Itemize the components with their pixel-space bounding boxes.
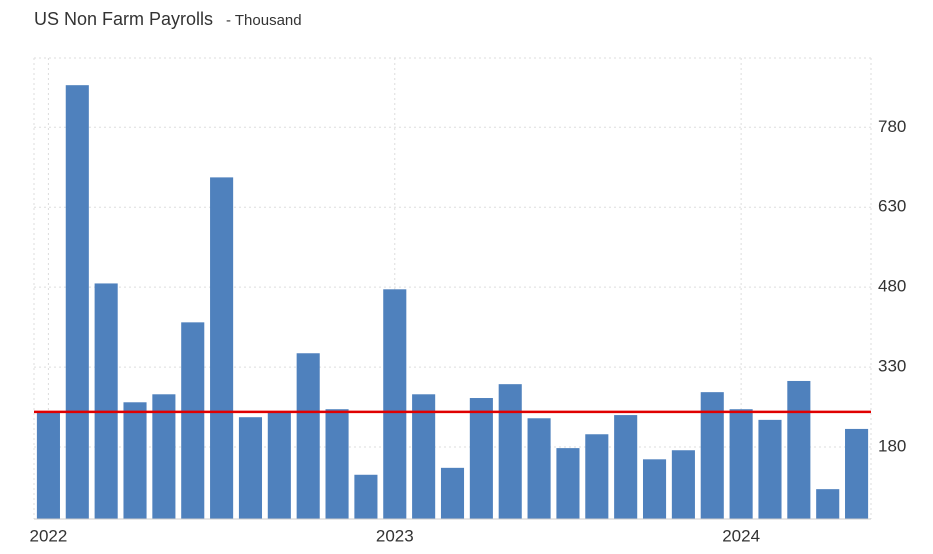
bar	[94, 283, 118, 519]
bar	[787, 380, 811, 519]
bar	[181, 322, 205, 519]
bar	[238, 417, 263, 519]
chart-title: US Non Farm Payrolls	[34, 9, 213, 29]
bar	[210, 177, 234, 519]
y-tick-label: 480	[878, 277, 906, 296]
x-tick-label: 2023	[376, 526, 414, 545]
y-tick-label: 780	[878, 117, 906, 136]
bar	[498, 384, 522, 519]
bar	[845, 428, 869, 519]
bar	[296, 353, 320, 519]
bar	[527, 418, 551, 519]
bar	[267, 411, 291, 519]
bar	[36, 412, 60, 519]
bar	[152, 394, 176, 519]
y-tick-label: 180	[878, 437, 906, 456]
bar	[65, 85, 89, 519]
bar	[816, 489, 840, 519]
bar	[642, 459, 667, 519]
bar	[440, 467, 465, 519]
bar	[354, 474, 378, 519]
x-tick-label: 2022	[30, 526, 68, 545]
bar	[469, 398, 493, 519]
bar	[585, 434, 609, 519]
x-tick-label: 2024	[722, 526, 760, 545]
bar	[325, 409, 349, 519]
bar	[412, 394, 436, 519]
bar	[556, 448, 580, 519]
bar	[758, 419, 782, 519]
bar	[123, 402, 147, 519]
bar	[671, 450, 695, 519]
bar	[729, 409, 753, 519]
bar	[383, 289, 407, 519]
chart-subtitle: - Thousand	[226, 12, 302, 29]
y-tick-label: 330	[878, 357, 906, 376]
bar	[614, 415, 638, 519]
y-tick-label: 630	[878, 197, 906, 216]
bar	[700, 392, 724, 519]
